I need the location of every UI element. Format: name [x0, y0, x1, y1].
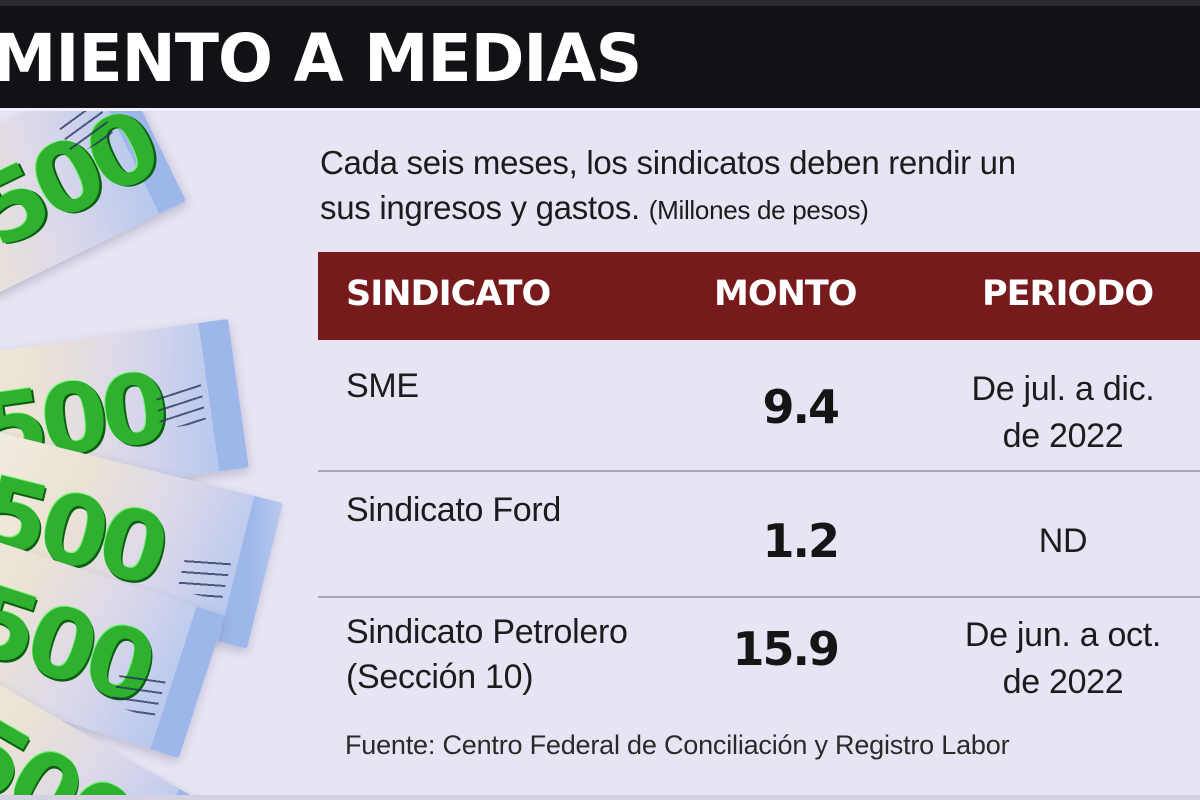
table-row: Sindicato Petrolero (Sección 10) 15.9 De…	[318, 598, 1200, 726]
intro-line-1: Cada seis meses, los sindicatos deben re…	[320, 144, 1016, 181]
table-header: SINDICATO MONTO PERIODO	[318, 252, 1200, 340]
cell-sindicato: Sindicato Ford	[346, 488, 561, 533]
banknote-image: 500	[0, 111, 187, 346]
top-strip	[0, 0, 1200, 6]
sindicato-section: (Sección 10)	[346, 658, 534, 696]
sindicato-name: SME	[346, 367, 419, 405]
page-title: MIENTO A MEDIAS	[0, 20, 642, 97]
title-divider	[0, 108, 1200, 111]
photo-fade	[250, 111, 340, 800]
sindicato-name: Sindicato Ford	[346, 491, 562, 529]
source-note: Fuente: Centro Federal de Conciliación y…	[345, 730, 1010, 760]
periodo-line-2: de 2022	[1002, 417, 1124, 455]
bill-tactile-marks-icon	[177, 551, 232, 602]
cell-sindicato: SME	[346, 364, 419, 409]
periodo-line-1: De jul. a dic.	[971, 370, 1155, 408]
cell-monto: 15.9	[732, 622, 841, 676]
cell-periodo: De jul. a dic. de 2022	[918, 366, 1200, 460]
cell-monto: 9.4	[762, 380, 841, 434]
intro-line-2: sus ingresos y gastos. (Millones de peso…	[320, 185, 1200, 233]
intro-line-2-text: sus ingresos y gastos.	[320, 189, 640, 226]
column-header-sindicato: SINDICATO	[346, 274, 551, 314]
title-bar: MIENTO A MEDIAS	[0, 6, 1200, 110]
sindicato-name: Sindicato Petrolero	[346, 613, 628, 651]
table-row: SME 9.4 De jul. a dic. de 2022	[318, 340, 1200, 472]
column-header-monto: MONTO	[714, 274, 858, 314]
bill-tactile-marks-icon	[155, 383, 207, 430]
cell-monto: 1.2	[762, 514, 841, 568]
cell-periodo: De jun. a oct. de 2022	[918, 612, 1200, 706]
bottom-band	[0, 795, 1200, 800]
unit-label: (Millones de pesos)	[648, 195, 869, 225]
table-row: Sindicato Ford 1.2 ND	[318, 472, 1200, 598]
unions-table: SINDICATO MONTO PERIODO SME 9.4 De jul. …	[318, 252, 1200, 726]
cell-sindicato: Sindicato Petrolero (Sección 10)	[346, 610, 628, 700]
intro-text: Cada seis meses, los sindicatos deben re…	[320, 140, 1200, 233]
periodo-line-1: De jun. a oct.	[964, 616, 1162, 654]
column-header-periodo: PERIODO	[982, 274, 1154, 314]
periodo-line-1: ND	[1038, 522, 1088, 560]
periodo-line-2: de 2022	[1002, 663, 1124, 701]
cell-periodo: ND	[918, 518, 1200, 565]
